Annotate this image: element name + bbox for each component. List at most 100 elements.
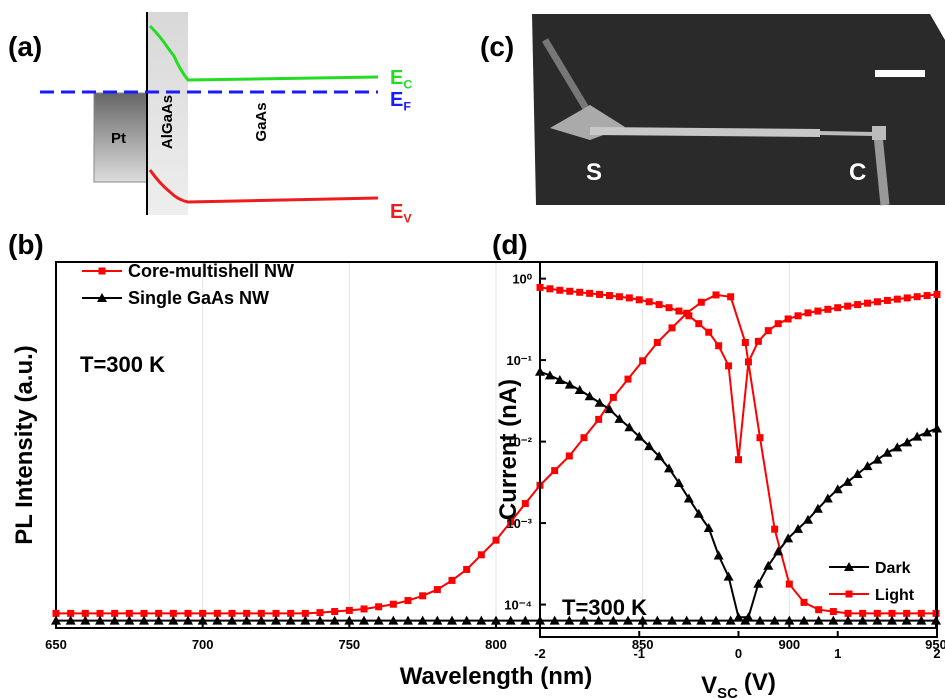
marker — [546, 285, 554, 293]
marker — [681, 615, 692, 625]
marker — [212, 615, 223, 625]
plot-frame — [539, 261, 938, 638]
label: VSC (V) — [701, 669, 776, 698]
marker — [668, 324, 676, 332]
marker — [463, 565, 471, 573]
marker — [520, 615, 531, 625]
marker — [883, 296, 891, 304]
x-tick-label: 650 — [45, 637, 67, 652]
marker — [802, 514, 813, 524]
marker — [389, 600, 397, 608]
subscript: SC — [717, 686, 738, 698]
marker — [579, 615, 589, 625]
marker — [605, 292, 613, 300]
x-tick-label: 750 — [338, 637, 360, 652]
marker — [673, 478, 684, 488]
marker — [521, 500, 529, 508]
pt-contact — [93, 92, 148, 183]
marker — [715, 342, 723, 350]
marker — [635, 296, 643, 304]
marker — [256, 615, 267, 625]
marker — [168, 615, 179, 625]
marker — [359, 615, 369, 625]
marker — [228, 609, 236, 617]
marker — [594, 397, 605, 407]
marker — [153, 615, 164, 625]
panel-label: (a) — [8, 31, 42, 62]
sem-background — [532, 14, 945, 205]
marker — [922, 427, 933, 437]
marker — [345, 606, 353, 614]
marker — [882, 447, 893, 457]
marker — [637, 615, 648, 625]
legend-marker — [97, 293, 107, 302]
marker — [535, 366, 545, 376]
marker — [892, 442, 903, 452]
marker — [834, 304, 842, 312]
marker — [712, 291, 720, 299]
marker — [785, 580, 793, 588]
marker — [901, 615, 912, 625]
region-label: Pt — [111, 130, 126, 147]
marker — [593, 615, 604, 625]
legend-label: Single GaAs NW — [128, 288, 269, 308]
marker — [693, 508, 704, 518]
panel-label: (c) — [480, 31, 514, 62]
marker — [872, 454, 883, 464]
marker — [812, 503, 823, 513]
region-label: GaAs — [253, 102, 270, 141]
marker — [52, 609, 60, 617]
chart: (d) -2 -1 0 1 2 10⁰ 10⁻¹ 10⁻² 10⁻³ 10⁻⁴ VSC (V) Curre… — [492, 229, 942, 698]
marker — [685, 312, 693, 320]
series-line — [539, 370, 938, 619]
y-tick-label: 10⁻³ — [506, 516, 532, 531]
marker — [576, 288, 584, 296]
x-tick-label: 2 — [933, 646, 940, 661]
marker — [725, 615, 736, 625]
sem-image: (c) S C — [480, 14, 945, 206]
marker — [447, 615, 457, 625]
marker — [183, 615, 193, 625]
symbol: E — [390, 89, 403, 111]
marker — [764, 327, 772, 335]
nanowire — [589, 127, 821, 137]
x-tick-label: -1 — [633, 646, 645, 661]
marker — [608, 615, 619, 625]
legend-label: Core-multishell NW — [128, 261, 294, 281]
marker — [697, 298, 705, 306]
marker — [923, 292, 931, 300]
marker — [614, 413, 625, 423]
marker — [873, 609, 881, 617]
marker — [844, 302, 852, 310]
marker — [433, 586, 441, 594]
panel-label: (b) — [8, 229, 44, 260]
marker — [713, 550, 724, 560]
marker — [754, 337, 762, 345]
chart: (b) 650 700 750 800 850 900 950 Wavelength (nm) P… — [8, 229, 945, 690]
annotation: T=300 K — [80, 352, 165, 377]
marker — [419, 592, 427, 600]
legend-marker — [845, 590, 853, 598]
marker — [723, 571, 734, 581]
marker — [360, 605, 368, 613]
marker — [461, 615, 472, 625]
x-axis-label: Wavelength (nm) — [400, 663, 592, 690]
marker — [549, 615, 560, 625]
marker — [125, 609, 133, 617]
marker — [556, 286, 564, 294]
marker — [824, 305, 832, 313]
marker — [623, 615, 633, 625]
marker — [793, 523, 804, 533]
x-tick-label: -2 — [534, 646, 546, 661]
marker — [771, 525, 779, 533]
marker — [887, 615, 897, 625]
marker — [432, 615, 443, 625]
marker — [917, 609, 925, 617]
marker — [655, 301, 663, 309]
marker — [404, 597, 412, 605]
marker — [417, 615, 428, 625]
marker — [243, 609, 251, 617]
electrode — [873, 134, 890, 206]
marker — [197, 615, 208, 625]
